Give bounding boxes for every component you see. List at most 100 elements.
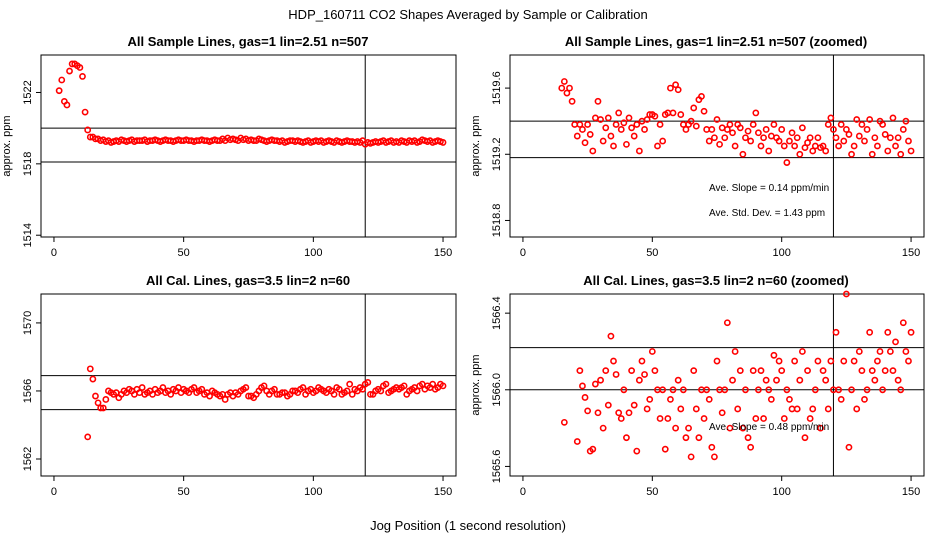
figure-title: HDP_160711 CO2 Shapes Averaged by Sample… — [288, 7, 647, 22]
data-point — [260, 382, 268, 390]
data-point — [840, 137, 848, 145]
data-point — [739, 150, 747, 158]
data-point — [576, 121, 584, 128]
data-point — [905, 137, 912, 145]
data-point — [654, 142, 661, 150]
data-point — [845, 131, 853, 138]
data-point — [687, 117, 695, 125]
data-point — [742, 386, 749, 394]
data-point — [842, 126, 850, 133]
data-point — [729, 129, 736, 137]
data-point — [894, 376, 902, 384]
data-point — [819, 142, 827, 150]
data-point — [786, 395, 793, 403]
data-point — [439, 139, 447, 146]
data-point — [628, 367, 636, 375]
x-tick-label: 100 — [773, 486, 791, 498]
data-point — [866, 328, 874, 336]
data-point — [677, 405, 685, 413]
data-point — [597, 376, 604, 384]
data-point — [902, 117, 910, 125]
data-point — [905, 357, 912, 365]
data-point — [382, 380, 390, 388]
data-point — [848, 150, 855, 158]
data-point — [563, 89, 571, 97]
data-point — [413, 387, 421, 395]
data-point — [607, 132, 615, 140]
data-point — [811, 386, 819, 394]
data-point — [899, 126, 907, 133]
data-point — [641, 371, 648, 378]
data-point — [589, 445, 597, 453]
data-point — [589, 147, 597, 155]
data-point — [760, 134, 767, 142]
data-point — [581, 394, 589, 401]
data-point — [669, 386, 677, 394]
data-point — [853, 405, 861, 413]
data-point — [822, 147, 830, 155]
data-point — [861, 137, 868, 145]
data-point — [734, 405, 742, 413]
data-point — [814, 357, 822, 365]
data-point — [692, 405, 700, 413]
data-point — [830, 126, 837, 133]
data-point — [881, 131, 889, 138]
data-point — [617, 126, 625, 133]
data-point — [822, 376, 830, 384]
data-point — [889, 367, 897, 375]
data-point — [620, 386, 628, 394]
data-point — [723, 319, 731, 327]
data-point — [780, 415, 788, 422]
data-point — [705, 395, 713, 403]
data-point — [871, 134, 879, 142]
data-point — [278, 389, 286, 397]
data-point — [713, 357, 721, 365]
data-point — [612, 371, 620, 378]
data-point — [695, 434, 703, 442]
data-point — [617, 415, 625, 422]
x-tick-label: 100 — [304, 486, 322, 498]
data-point — [824, 121, 832, 128]
panel-cal-lines: All Cal. Lines, gas=3.5 lin=2 n=60 0 50 10… — [22, 273, 457, 498]
data-point — [221, 396, 229, 403]
data-point — [81, 108, 89, 116]
data-point — [881, 367, 889, 375]
data-point — [607, 332, 615, 340]
data-point — [599, 424, 607, 432]
data-point — [835, 386, 843, 394]
data-point — [827, 357, 835, 365]
data-point — [899, 319, 907, 327]
y-tick-label: 1565.6 — [491, 450, 503, 484]
data-point — [765, 386, 773, 394]
panel-title: All Cal. Lines, gas=3.5 lin=2 n=60 (zoom… — [583, 273, 849, 288]
data-point — [635, 376, 643, 384]
data-point — [664, 415, 672, 422]
x-tick-label: 150 — [434, 247, 452, 259]
data-point — [796, 376, 804, 384]
data-point — [604, 401, 612, 409]
data-point — [858, 367, 866, 375]
data-point — [102, 396, 110, 403]
data-point — [788, 129, 796, 137]
data-point — [770, 121, 778, 128]
data-point — [579, 126, 586, 133]
data-point — [198, 385, 206, 393]
y-tick-label: 1562 — [22, 447, 34, 471]
data-point — [866, 116, 874, 123]
data-point — [863, 386, 871, 394]
data-point — [400, 382, 408, 390]
data-point — [55, 87, 63, 95]
data-point — [661, 445, 669, 453]
data-point — [718, 409, 726, 417]
panel-title: All Sample Lines, gas=1 lin=2.51 n=507 (… — [565, 34, 867, 49]
data-point — [679, 386, 687, 394]
data-point — [429, 380, 437, 388]
data-point — [633, 447, 641, 455]
data-point — [886, 134, 894, 142]
data-point — [791, 142, 799, 150]
data-point — [242, 384, 250, 391]
data-point — [602, 124, 610, 132]
data-point — [874, 357, 881, 365]
data-point — [713, 116, 721, 123]
